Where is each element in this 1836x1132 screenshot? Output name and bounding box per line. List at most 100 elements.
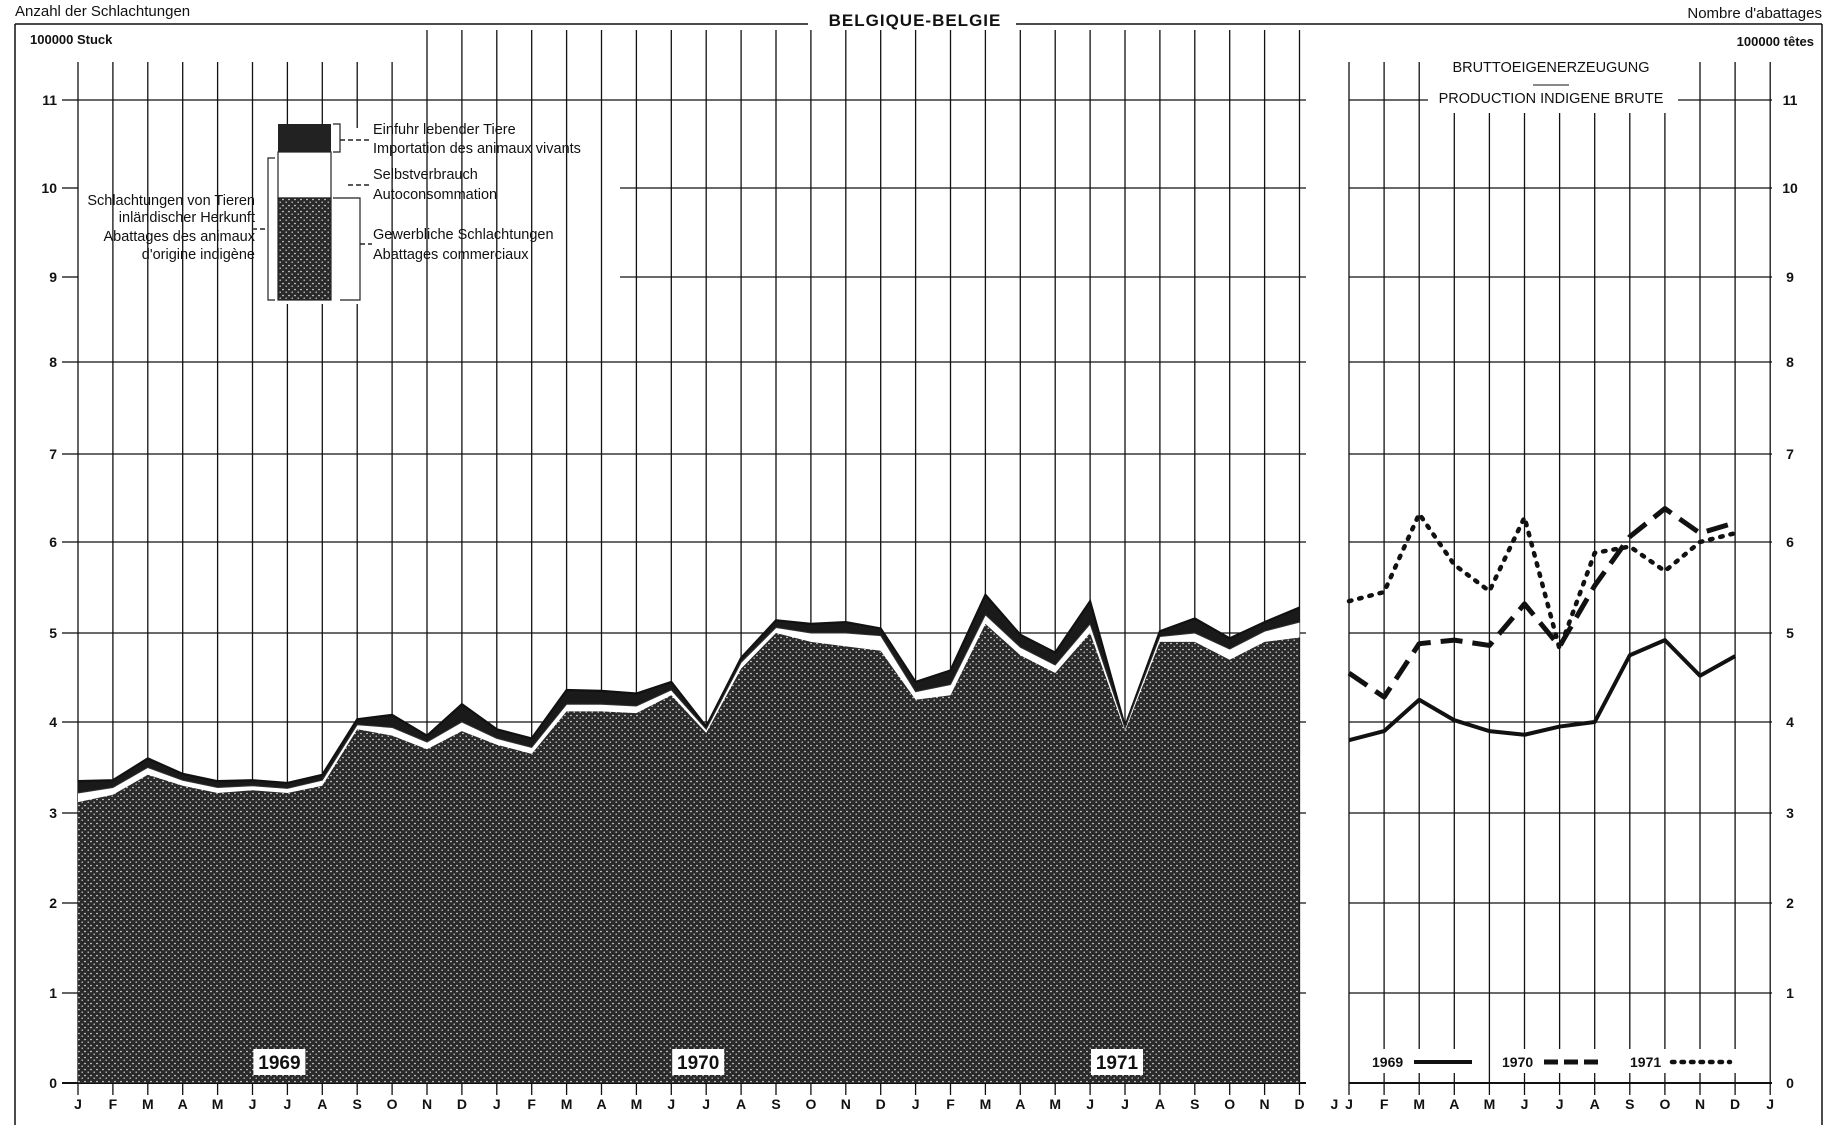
y-tick-left: 9 [49, 269, 57, 285]
x-tick-left: J [74, 1096, 82, 1112]
legend-entry-label: 1969 [1372, 1054, 1403, 1070]
y-tick-right: 7 [1786, 446, 1794, 462]
y-tick-left: 7 [49, 446, 57, 462]
x-tick-left: J [702, 1096, 710, 1112]
y-tick-right: 0 [1786, 1075, 1794, 1091]
year-label-background [253, 1049, 306, 1075]
x-tick-right: D [1730, 1096, 1740, 1112]
series-line-1969 [1348, 638, 1737, 743]
x-tick-right: S [1625, 1096, 1634, 1112]
legend-import-de: Einfuhr lebender Tiere [373, 122, 516, 138]
x-tick-right: J [1521, 1096, 1529, 1112]
y-tick-right: 6 [1786, 534, 1794, 550]
chart-title: BELGIQUE-BELGIE [829, 11, 1002, 30]
y-tick-left: 11 [42, 92, 57, 108]
x-tick-left: J [1331, 1096, 1339, 1112]
x-tick-left: M [980, 1096, 992, 1112]
x-tick-left: A [1155, 1096, 1165, 1112]
right-panel-title-de: BRUTTOEIGENERZEUGUNG [1452, 60, 1649, 76]
header-left-label: Anzahl der Schlachtungen [15, 3, 190, 20]
year-label: 1970 [677, 1053, 719, 1074]
legend-domestic-line3: Abattages des animaux [103, 229, 255, 245]
x-tick-left: S [771, 1096, 780, 1112]
y-tick-left: 10 [41, 180, 57, 196]
legend-import-fr: Importation des animaux vivants [373, 141, 581, 157]
legend-self-de: Selbstverbrauch [373, 167, 478, 183]
x-tick-right: A [1590, 1096, 1600, 1112]
unit-right-label: 100000 têtes [1737, 34, 1814, 49]
y-tick-right: 2 [1786, 895, 1794, 911]
y-tick-right: 11 [1783, 92, 1798, 108]
right-title-background [1428, 55, 1678, 113]
x-tick-left: M [1049, 1096, 1061, 1112]
x-tick-left: D [876, 1096, 886, 1112]
year-label-background [1091, 1049, 1143, 1075]
y-tick-right: 5 [1786, 625, 1794, 641]
x-tick-left: A [736, 1096, 746, 1112]
legend-commercial-de: Gewerbliche Schlachtungen [373, 227, 554, 243]
legend-swatch-stack [252, 123, 372, 301]
y-tick-left: 1 [49, 985, 57, 1001]
x-tick-left: O [805, 1096, 816, 1112]
y-tick-left: 4 [49, 714, 57, 730]
stacked-areas [77, 592, 1300, 1083]
year-label: 1971 [1096, 1053, 1139, 1074]
y-tick-right: 4 [1786, 714, 1794, 730]
legend-swatch-self [277, 151, 332, 199]
header-right-label: Nombre d'abattages [1687, 5, 1822, 22]
y-tick-right: 1 [1786, 985, 1794, 1001]
legend-self-fr: Autoconsommation [373, 187, 497, 203]
series-line-1971 [1346, 511, 1738, 652]
x-tick-left: M [631, 1096, 643, 1112]
area-top-outline [77, 592, 1300, 785]
y-tick-left: 3 [49, 805, 57, 821]
x-tick-left: J [667, 1096, 675, 1112]
x-tick-left: D [1294, 1096, 1304, 1112]
legend-entry-background [1628, 1049, 1746, 1073]
x-tick-left: J [284, 1096, 292, 1112]
legend-domestic-line2: inländischer Herkunft [119, 210, 255, 226]
y-tick-right: 8 [1786, 354, 1794, 370]
y-tick-right: 3 [1786, 805, 1794, 821]
legend-swatch-commercial [277, 197, 332, 301]
x-tick-left: J [1121, 1096, 1129, 1112]
x-tick-left: F [109, 1096, 118, 1112]
x-tick-left: D [457, 1096, 467, 1112]
y-tick-left: 5 [49, 625, 57, 641]
x-tick-right: J [1556, 1096, 1564, 1112]
x-tick-right: M [1413, 1096, 1425, 1112]
unit-left-label: 100000 Stuck [30, 32, 113, 47]
legend-entry-background [1500, 1049, 1618, 1073]
x-tick-left: A [596, 1096, 606, 1112]
x-tick-left: A [1015, 1096, 1025, 1112]
x-tick-left: F [527, 1096, 536, 1112]
x-tick-left: N [1260, 1096, 1270, 1112]
right-panel-legend: 1969 1970 1971 [1370, 1049, 1746, 1073]
x-tick-left: N [841, 1096, 851, 1112]
x-tick-left: A [178, 1096, 188, 1112]
year-labels: 1969 1970 1971 [253, 1049, 1143, 1075]
legend-swatch-import [278, 124, 331, 152]
y-tick-left: 0 [49, 1075, 57, 1091]
legend-entry-label: 1970 [1502, 1054, 1533, 1070]
x-tick-left: O [387, 1096, 398, 1112]
x-tick-right: F [1380, 1096, 1389, 1112]
year-label: 1969 [258, 1053, 300, 1074]
x-tick-left: A [317, 1096, 327, 1112]
x-tick-right: O [1659, 1096, 1670, 1112]
x-tick-left: J [1086, 1096, 1094, 1112]
area-mid-outline [77, 613, 1300, 794]
x-tick-left: J [249, 1096, 257, 1112]
x-tick-left: F [946, 1096, 955, 1112]
area-commercial [78, 623, 1300, 1083]
y-tick-left: 6 [49, 534, 57, 550]
legend-domestic-line4: d'origine indigène [142, 247, 255, 263]
y-tick-right: 10 [1782, 180, 1798, 196]
y-tick-left: 2 [49, 895, 57, 911]
x-tick-left: M [561, 1096, 573, 1112]
x-tick-left: J [493, 1096, 501, 1112]
right-panel-title-fr: PRODUCTION INDIGENE BRUTE [1439, 91, 1664, 107]
y-tick-left: 8 [49, 354, 57, 370]
